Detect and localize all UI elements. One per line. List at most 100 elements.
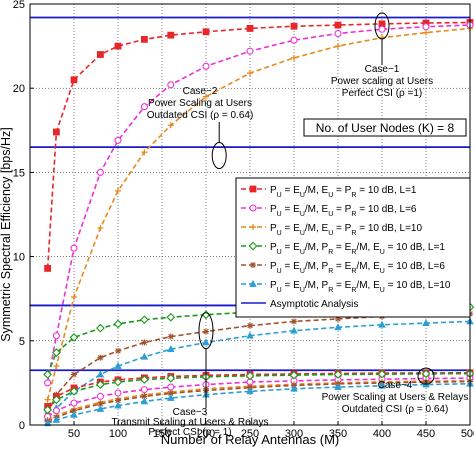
legend-label-part: U bbox=[300, 249, 305, 256]
series-line-c34-5 bbox=[47, 382, 471, 425]
legend-label-part: U bbox=[300, 268, 305, 275]
square-marker bbox=[97, 51, 104, 58]
x-tick-label: 350 bbox=[329, 428, 347, 440]
user-nodes-text: No. of User Nodes (K) = 8 bbox=[316, 121, 455, 135]
diamond-marker bbox=[140, 375, 149, 384]
legend-label-part: = P bbox=[333, 204, 351, 215]
star-marker bbox=[97, 400, 104, 407]
star-marker bbox=[71, 407, 77, 414]
circle-marker bbox=[44, 379, 52, 387]
square-marker bbox=[249, 185, 257, 193]
circle-marker bbox=[96, 392, 104, 400]
diamond-marker bbox=[69, 386, 79, 396]
circle-marker bbox=[70, 244, 78, 252]
triangle-marker bbox=[378, 381, 386, 389]
legend-label-part: P bbox=[270, 280, 277, 291]
legend-label-part: R bbox=[351, 249, 356, 256]
triangle-marker bbox=[166, 345, 175, 353]
triangle-marker bbox=[290, 384, 298, 392]
legend-label-part: R bbox=[351, 230, 356, 237]
x-tick-label: 500 bbox=[461, 428, 474, 440]
y-tick-label: 0 bbox=[19, 420, 25, 432]
circle-marker bbox=[114, 136, 122, 144]
diamond-marker bbox=[377, 369, 387, 379]
star-marker-d2 bbox=[71, 407, 77, 414]
legend-label-part: /M, P bbox=[305, 280, 329, 291]
star-marker bbox=[247, 322, 253, 329]
case4-label-line: Power Scaling at Users & Relays bbox=[322, 392, 469, 403]
triangle-marker bbox=[114, 401, 122, 409]
case3-label-line: Case−3 bbox=[173, 407, 208, 418]
legend-label-part: = P bbox=[333, 185, 351, 196]
triangle-marker bbox=[70, 410, 78, 418]
star-marker-d2 bbox=[115, 397, 121, 404]
legend-label-part: U bbox=[277, 192, 282, 199]
star-marker bbox=[141, 339, 148, 346]
circle-marker bbox=[167, 81, 175, 89]
plus-marker bbox=[71, 294, 77, 301]
triangle-marker bbox=[96, 370, 105, 378]
legend-label-part: /M, E bbox=[305, 223, 329, 234]
triangle-marker bbox=[114, 361, 122, 369]
diamond-marker bbox=[289, 370, 299, 380]
diamond-marker bbox=[166, 373, 176, 383]
legend-label-part: U bbox=[277, 268, 282, 275]
diamond-marker bbox=[333, 370, 343, 379]
x-tick-label: 250 bbox=[241, 428, 259, 440]
x-tick-label: 300 bbox=[285, 428, 303, 440]
case1-label-line: Power scaling at Users bbox=[331, 76, 433, 87]
series-line-c34-1 bbox=[47, 377, 471, 418]
legend-label-part: U bbox=[380, 249, 385, 256]
star-marker-d2 bbox=[247, 322, 253, 329]
legend-label-part: R bbox=[351, 192, 356, 199]
legend-label-part: U bbox=[277, 230, 282, 237]
legend-label-part: U bbox=[328, 230, 333, 237]
plus-marker bbox=[335, 43, 341, 50]
user-nodes-box: No. of User Nodes (K) = 8 bbox=[303, 118, 467, 137]
square-marker bbox=[167, 31, 175, 39]
triangle-marker bbox=[52, 415, 61, 423]
legend-label-part: = E bbox=[282, 185, 300, 196]
x-axis-label: Number of Relay Antennas (M) bbox=[161, 432, 339, 447]
legend-entry: PU = EU/M, PR = ER/M, EU = 10 dB, L=10 bbox=[241, 279, 451, 294]
series-line-3 bbox=[46, 306, 471, 375]
legend-label-part: U bbox=[380, 287, 385, 294]
diamond-marker bbox=[113, 377, 123, 387]
legend-label-part: /M, E bbox=[305, 204, 329, 215]
case1-label-line: Perfect CSI (ρ =1) bbox=[342, 88, 422, 99]
circle-marker bbox=[114, 389, 122, 397]
star-marker bbox=[250, 262, 256, 268]
series-line-c34-0 bbox=[46, 371, 471, 408]
series-line-2 bbox=[46, 27, 471, 400]
triangle-marker bbox=[166, 393, 175, 401]
legend-label-part: = 10 dB, L=1 bbox=[356, 185, 416, 196]
x-tick-label: 50 bbox=[68, 428, 80, 440]
case4-label-line: Outdated CSI (ρ = 0.64) bbox=[342, 404, 449, 415]
legend-label: PU = EU/M, EU = PR = 10 dB, L=6 bbox=[270, 204, 417, 218]
star-marker-d2 bbox=[291, 318, 297, 325]
legend-label-part: /M, P bbox=[305, 261, 329, 272]
x-tick-label: 450 bbox=[417, 428, 435, 440]
legend-entry: PU = EU/M, PR = ER/M, EU = 10 dB, L=1 bbox=[241, 241, 445, 256]
triangle-marker bbox=[422, 318, 430, 326]
star-marker bbox=[203, 328, 209, 335]
triangle-marker bbox=[246, 387, 254, 395]
case2-label-line: Case−2 bbox=[183, 86, 218, 97]
diamond-marker bbox=[113, 319, 123, 329]
y-tick-label: 20 bbox=[13, 83, 25, 95]
diamond-marker bbox=[96, 380, 105, 389]
plus-marker bbox=[423, 29, 429, 36]
legend-label-part: U bbox=[300, 287, 305, 294]
plus-marker bbox=[97, 224, 104, 231]
legend-label: PU = EU/M, EU = PR = 10 dB, L=10 bbox=[270, 223, 422, 237]
legend-entry: PU = EU/M, EU = PR = 10 dB, L=10 bbox=[241, 223, 422, 237]
plus-marker bbox=[203, 93, 209, 100]
user-nodes-frame bbox=[303, 118, 467, 137]
star-marker-d2 bbox=[168, 390, 174, 397]
triangle-marker bbox=[290, 326, 298, 334]
